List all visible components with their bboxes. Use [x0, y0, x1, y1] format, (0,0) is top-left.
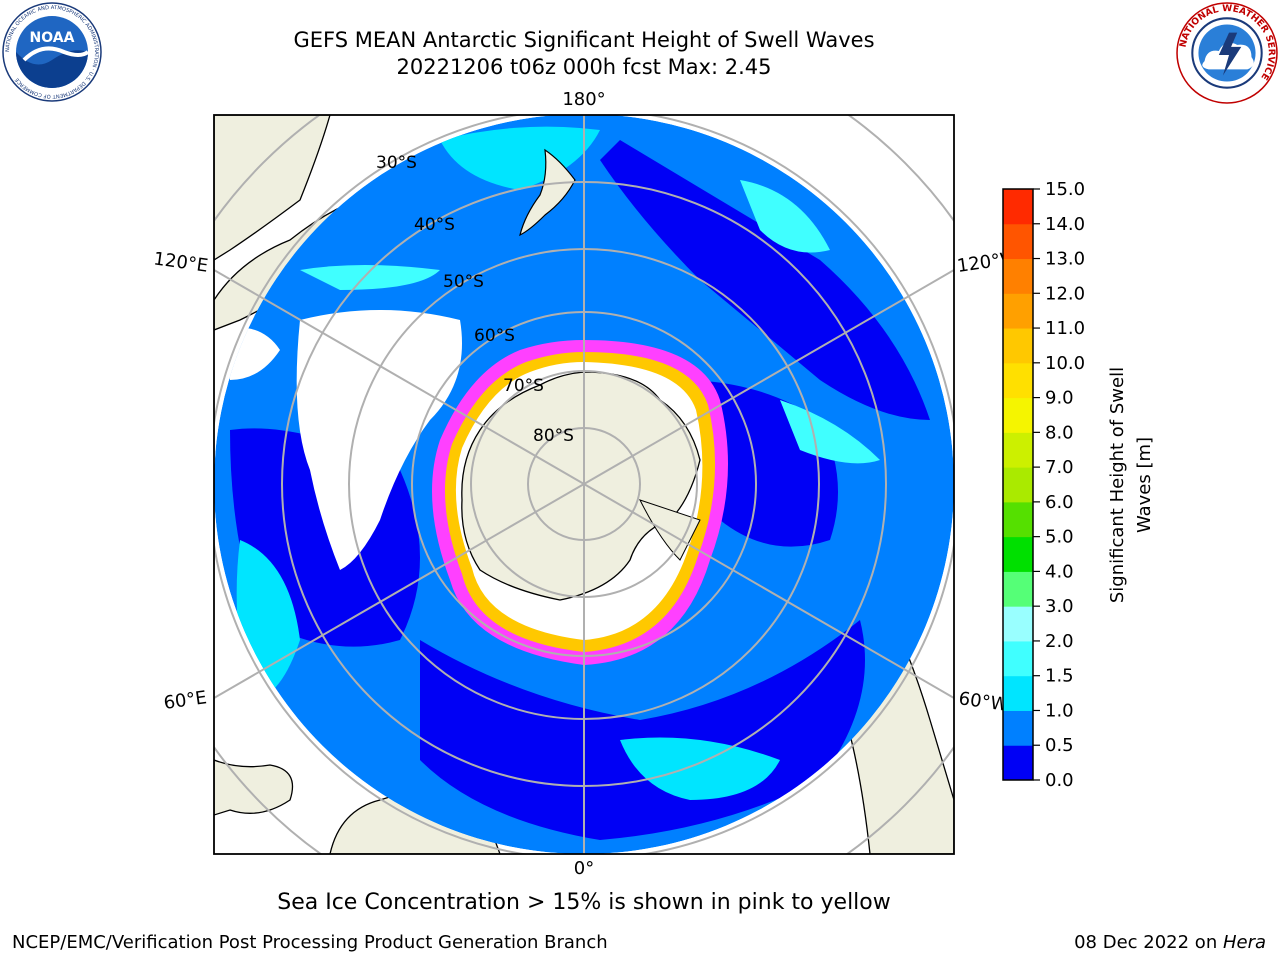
- colorbar-segment: [1003, 675, 1033, 711]
- colorbar-segment: [1003, 467, 1033, 503]
- meridian-label-120e: 120°E: [152, 248, 209, 276]
- colorbar-tick-label: 6.0: [1045, 492, 1074, 513]
- colorbar-tick-label: 2.0: [1045, 631, 1074, 652]
- graticule: [214, 115, 954, 854]
- latitude-label-70s: 70°S: [503, 376, 544, 396]
- noaa-logo-text: NOAA: [30, 30, 75, 46]
- swell-high-area: [620, 737, 780, 800]
- meridian-label-0: 0°: [574, 858, 594, 879]
- colorbar-segment: [1003, 362, 1033, 399]
- swell-high-area: [780, 400, 880, 464]
- swell-high-area: [300, 265, 440, 290]
- colorbar-segment: [1003, 293, 1033, 329]
- colorbar-tick-label: 7.0: [1045, 457, 1074, 478]
- colorbar-segment: [1003, 606, 1033, 642]
- footer-date: 08 Dec 2022 on Hera: [1074, 932, 1266, 953]
- colorbar-frame: [1002, 188, 1034, 781]
- colorbar-title-line1: Significant Height of Swell: [1107, 367, 1128, 603]
- footer-credit: NCEP/EMC/Verification Post Processing Pr…: [12, 932, 608, 953]
- sea-ice-caption: Sea Ice Concentration > 15% is shown in …: [277, 890, 891, 915]
- meridian-label-180: 180°: [562, 89, 605, 110]
- map-frame: [213, 114, 955, 855]
- colorbar-segment: [1003, 745, 1033, 781]
- nws-logo: NATIONAL WEATHER SERVICE: [1176, 2, 1278, 104]
- colorbar-segment: [1003, 223, 1033, 260]
- swell-low-area: [600, 140, 930, 420]
- latitude-label-30s: 30°S: [376, 153, 417, 173]
- meridian-label-60e: 60°E: [162, 687, 208, 714]
- colorbar-segment: [1003, 397, 1033, 433]
- colorbar-tick-label: 15.0: [1045, 179, 1085, 200]
- colorbar-tick-label: 5.0: [1045, 527, 1074, 548]
- latitude-label-40s: 40°S: [414, 215, 455, 235]
- land-new-zealand: [519, 148, 576, 237]
- land-antarctic-peninsula: [639, 499, 701, 561]
- colorbar-segment: [1003, 536, 1033, 572]
- land-australia: [214, 115, 331, 261]
- latitude-label-50s: 50°S: [443, 272, 484, 292]
- colorbar-segment: [1003, 189, 1033, 225]
- colorbar-tick-label: 10.0: [1045, 353, 1085, 374]
- colorbar-tick-label: 0.5: [1045, 735, 1074, 756]
- colorbar-tick-label: 13.0: [1045, 249, 1085, 270]
- colorbar-tick-label: 8.0: [1045, 422, 1074, 443]
- latitude-label-60s: 60°S: [474, 326, 515, 346]
- colorbar-segment: [1003, 571, 1033, 607]
- colorbar-segment: [1003, 328, 1033, 364]
- swell-high-area: [740, 180, 830, 253]
- swell-high-area: [440, 126, 600, 190]
- footer-host: Hera: [1222, 932, 1266, 953]
- colorbar-tick-label: 0.0: [1045, 770, 1074, 791]
- colorbar: [1003, 189, 1033, 781]
- colorbar-tick-label: 12.0: [1045, 283, 1085, 304]
- colorbar-segment: [1003, 258, 1033, 294]
- colorbar-tick-label: 1.0: [1045, 700, 1074, 721]
- colorbar-segment: [1003, 432, 1033, 468]
- colorbar-segment: [1003, 501, 1033, 538]
- colorbar-tick-label: 1.5: [1045, 666, 1074, 687]
- colorbar-tick-label: 3.0: [1045, 596, 1074, 617]
- colorbar-segment: [1003, 640, 1033, 677]
- colorbar-ticks: 0.0 0.5 1.0 1.5 2.0 3.0 4.0 5.0 6.0 7.0 8.0 9.0 10.0…: [1033, 179, 1085, 791]
- colorbar-tick-label: 4.0: [1045, 561, 1074, 582]
- noaa-logo: NOAA NATIONAL OCEANIC AND ATMOSPHERIC AD…: [2, 2, 102, 102]
- map-title: GEFS MEAN Antarctic Significant Height o…: [293, 28, 875, 52]
- colorbar-tick-label: 9.0: [1045, 388, 1074, 409]
- map-subtitle: 20221206 t06z 000h fcst Max: 2.45: [396, 55, 772, 79]
- meridian-label-60w: 60°W: [957, 688, 1009, 716]
- footer-date-text: 08 Dec 2022 on: [1074, 932, 1223, 953]
- colorbar-segment: [1003, 710, 1033, 746]
- no-data-area: [296, 310, 462, 570]
- colorbar-title-line2: Waves [m]: [1134, 437, 1155, 533]
- colorbar-tick-label: 11.0: [1045, 318, 1085, 339]
- latitude-label-80s: 80°S: [533, 426, 574, 446]
- colorbar-tick-label: 14.0: [1045, 214, 1085, 235]
